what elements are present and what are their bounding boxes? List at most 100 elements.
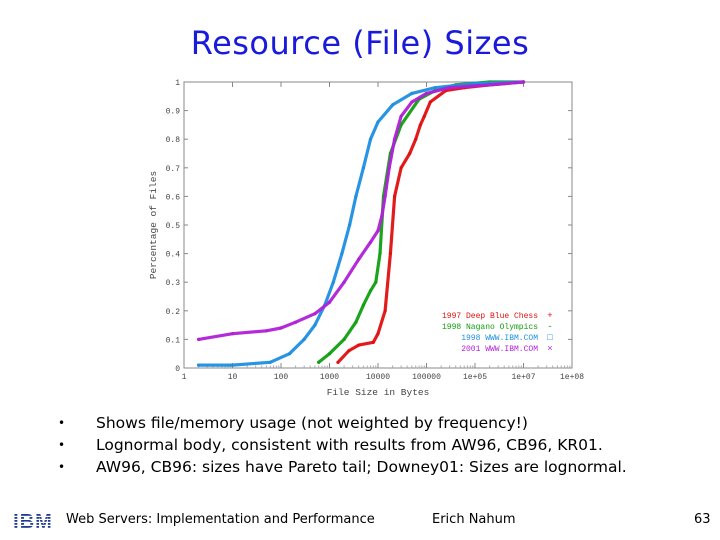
footer-page-number: 63 (694, 512, 711, 527)
data-point (521, 80, 526, 84)
data-point (368, 240, 373, 244)
chart-legend: 1997 Deep Blue Chess +1998 Nagano Olympic… (442, 311, 553, 354)
data-point (327, 300, 332, 304)
data-point (418, 123, 422, 127)
x-tick-label: 1000 (320, 373, 339, 382)
data-point (391, 103, 395, 107)
bullet-item: AW96, CB96: sizes have Pareto tail; Down… (58, 456, 627, 478)
data-point (388, 252, 392, 256)
y-tick-label: 0.5 (166, 222, 181, 231)
data-point (393, 137, 397, 141)
data-point (408, 151, 412, 156)
data-point (302, 337, 306, 341)
data-point (340, 252, 344, 256)
y-axis-ticks: 0 0.1 0.2 0.3 0.4 0.5 0.6 0.7 0.8 0.9 1 (166, 79, 572, 374)
data-point (294, 320, 298, 324)
data-point (347, 349, 351, 353)
bullet-list: Shows file/memory usage (not weighted by… (58, 412, 627, 478)
footer-course: Web Servers: Implementation and Performa… (66, 512, 375, 527)
data-point (342, 337, 346, 341)
data-point (354, 194, 358, 198)
data-point (331, 280, 335, 284)
data-point (410, 91, 414, 95)
y-tick-label: 0.3 (166, 279, 181, 288)
legend-label: 1998 WWW.IBM.COM (461, 334, 538, 343)
y-tick-label: 0.1 (166, 336, 181, 345)
data-point (354, 320, 358, 324)
data-point (317, 360, 321, 364)
data-point (336, 360, 340, 364)
data-point (448, 86, 452, 90)
y-tick-label: 0.6 (166, 193, 181, 202)
slide-title: Resource (File) Sizes (190, 24, 530, 62)
data-point (361, 166, 365, 170)
legend-marker: + (547, 311, 552, 321)
y-tick-label: 0.8 (166, 136, 181, 145)
data-point (368, 137, 373, 141)
x-tick-label: 100 (274, 373, 289, 382)
data-point (414, 137, 418, 141)
legend-marker: × (547, 344, 552, 354)
data-point (264, 329, 268, 333)
x-tick-label: 1e+05 (463, 373, 487, 382)
legend-label: 1998 Nagano Olympics (442, 323, 538, 332)
data-point (313, 312, 317, 316)
y-tick-label: 0.4 (166, 251, 181, 260)
data-point (383, 194, 387, 198)
series-line (336, 80, 526, 364)
x-tick-label: 1e+07 (511, 373, 535, 382)
data-point (368, 289, 373, 293)
chart-svg: 0 0.1 0.2 0.3 0.4 0.5 0.6 0.7 0.8 0.9 1 1 10 100 1000… (148, 79, 584, 397)
legend-marker: □ (547, 333, 553, 343)
data-point (197, 363, 201, 367)
x-tick-label: 10000 (366, 373, 390, 382)
y-axis-label: Percentage of Files (148, 171, 159, 279)
y-tick-label: 0.7 (166, 165, 181, 174)
y-tick-label: 1 (175, 79, 180, 88)
data-point (268, 360, 272, 364)
data-point (342, 280, 346, 284)
data-point (230, 363, 235, 367)
data-point (399, 114, 403, 118)
data-point (433, 86, 437, 90)
data-point (374, 280, 378, 284)
data-point (424, 91, 429, 95)
data-point (376, 229, 380, 233)
x-tick-label: 1e+08 (560, 373, 584, 382)
data-point (387, 166, 391, 170)
data-point (348, 223, 352, 227)
bullet-item: Lognormal body, consistent with results … (58, 434, 627, 456)
data-point (473, 81, 477, 85)
data-point (393, 194, 397, 198)
legend-label: 2001 WWW.IBM.COM (461, 345, 538, 354)
data-point (357, 257, 361, 261)
data-point (313, 323, 317, 327)
data-point (488, 83, 492, 87)
legend-marker: - (547, 322, 552, 332)
data-point (376, 332, 380, 336)
data-point (197, 337, 201, 341)
data-point (428, 100, 432, 104)
y-tick-label: 0 (175, 365, 180, 374)
bullet-item: Shows file/memory usage (not weighted by… (58, 412, 627, 434)
data-point (279, 326, 283, 330)
y-tick-label: 0.2 (166, 308, 181, 317)
data-point (410, 100, 414, 104)
x-tick-label: 100000 (412, 373, 441, 382)
ibm-logo: IBM (13, 511, 53, 531)
data-point (380, 214, 384, 218)
x-tick-label: 1 (182, 373, 187, 382)
data-point (383, 309, 387, 313)
data-point (361, 303, 365, 307)
series-lines (196, 80, 526, 367)
footer-author: Erich Nahum (432, 512, 516, 527)
data-point (357, 343, 361, 347)
data-point (378, 252, 382, 256)
y-tick-label: 0.9 (166, 108, 181, 117)
x-tick-label: 10 (228, 373, 238, 382)
data-point (287, 352, 292, 356)
data-point (376, 120, 380, 124)
data-point (230, 332, 235, 336)
ibm-logo-text: IBM (13, 511, 53, 531)
data-point (327, 352, 332, 356)
